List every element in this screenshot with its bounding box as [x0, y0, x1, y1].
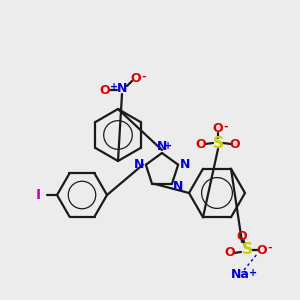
Text: O: O: [237, 230, 247, 242]
Text: O: O: [257, 244, 267, 256]
Text: N: N: [180, 158, 190, 171]
Text: -: -: [224, 122, 228, 132]
Text: N: N: [157, 140, 167, 152]
Text: -: -: [142, 72, 146, 82]
Text: S: S: [242, 242, 253, 257]
Text: +: +: [249, 268, 257, 278]
Text: O: O: [213, 122, 223, 136]
Text: O: O: [230, 137, 240, 151]
Text: -: -: [268, 243, 272, 253]
Text: O: O: [100, 85, 110, 98]
Text: +: +: [164, 141, 172, 151]
Text: O: O: [196, 137, 206, 151]
Text: O: O: [225, 247, 235, 260]
Text: O: O: [131, 73, 141, 85]
Text: I: I: [35, 188, 40, 202]
Text: S: S: [212, 136, 224, 151]
Text: Na: Na: [231, 268, 249, 281]
Text: N: N: [173, 180, 183, 193]
Text: N: N: [117, 82, 127, 95]
Text: +: +: [110, 82, 118, 92]
Text: N: N: [134, 158, 144, 171]
